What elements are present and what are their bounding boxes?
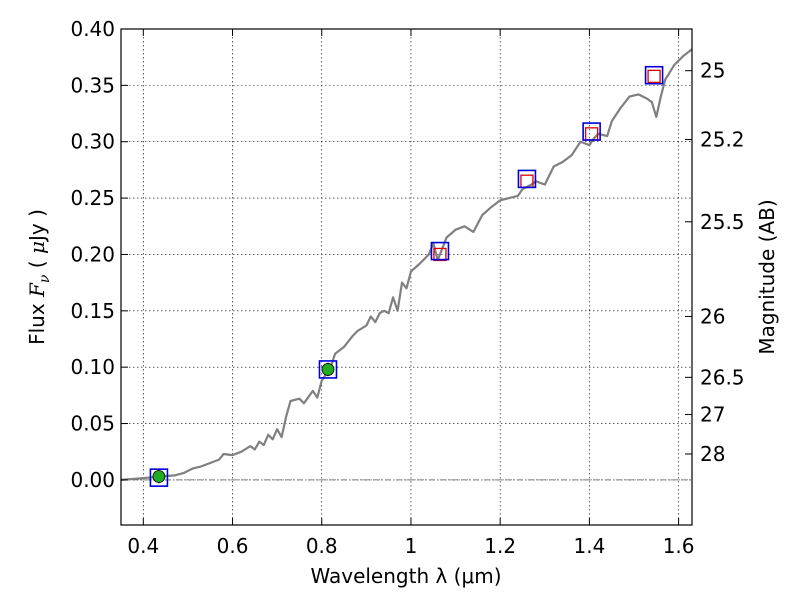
x-tick-labels: 0.4 0.6 0.8 1 1.2 1.4 1.6 <box>127 534 694 558</box>
y-tick-label: 0.25 <box>70 186 115 210</box>
y-axis-title-symbol: F <box>25 282 49 298</box>
upper-limit-marker <box>433 247 447 262</box>
y2-tick-label: 28 <box>700 442 725 466</box>
spectrum-series <box>120 48 693 481</box>
x-tick-label: 0.6 <box>217 534 249 558</box>
y-tick-label: 0.35 <box>70 73 115 97</box>
y2-tick-label: 25.5 <box>700 210 745 234</box>
model-flux-box <box>644 65 664 85</box>
y-tick-label: 0.30 <box>70 130 115 154</box>
y-axis-title-mid: ( <box>25 254 49 275</box>
model-flux-box <box>318 360 338 379</box>
y-tick-label: 0.00 <box>70 468 115 492</box>
model-flux-box <box>149 468 169 487</box>
photometry-markers <box>149 65 664 487</box>
detection-point <box>321 363 335 376</box>
y2-tick-label: 26.5 <box>700 365 745 389</box>
y-axis-title-subscript: ν <box>37 274 53 283</box>
y-tick-label: 0.05 <box>70 412 115 436</box>
upper-limit-marker <box>584 127 599 141</box>
y-tick-label: 0.10 <box>70 355 115 379</box>
spectrum-line <box>120 48 693 481</box>
model-flux-box <box>517 169 537 189</box>
y-tick-label: 0.20 <box>70 242 115 266</box>
x-tick-label: 1 <box>405 534 418 558</box>
plot-frame <box>120 28 693 526</box>
y2-axis-title: Magnitude (AB) <box>755 199 779 354</box>
y-tick-label: 0.15 <box>70 299 115 323</box>
model-flux-box <box>582 122 601 141</box>
grid-lines <box>121 28 692 525</box>
y-tick-label: 0.40 <box>70 17 115 41</box>
x-axis-title: Wavelength λ (μm) <box>310 564 501 588</box>
y-axis-title-post: Jy ) <box>25 209 49 243</box>
y-axis-title: Flux Fν ( μJy ) <box>25 209 53 345</box>
y2-tick-labels: 25 25.2 25.5 26 26.5 27 28 <box>700 59 745 466</box>
y2-tick-label: 25.2 <box>700 127 745 151</box>
x-tick-label: 0.4 <box>127 534 159 558</box>
y-axis-title-pre: Flux <box>25 297 49 345</box>
axis-ticks <box>121 28 692 525</box>
x-tick-label: 1.6 <box>663 534 695 558</box>
x-tick-label: 0.8 <box>306 534 338 558</box>
y2-tick-label: 26 <box>700 304 725 328</box>
x-tick-label: 1.2 <box>484 534 516 558</box>
y-axis-title-mu: μ <box>25 241 49 254</box>
y-tick-labels: 0.00 0.05 0.10 0.15 0.20 0.25 0.30 0.35 0.40 <box>70 17 115 492</box>
y2-tick-label: 25 <box>700 59 725 83</box>
y2-tick-label: 27 <box>700 403 725 427</box>
upper-limit-marker <box>647 69 661 83</box>
model-flux-box <box>430 241 450 261</box>
detection-point <box>152 470 166 483</box>
x-tick-label: 1.4 <box>573 534 605 558</box>
